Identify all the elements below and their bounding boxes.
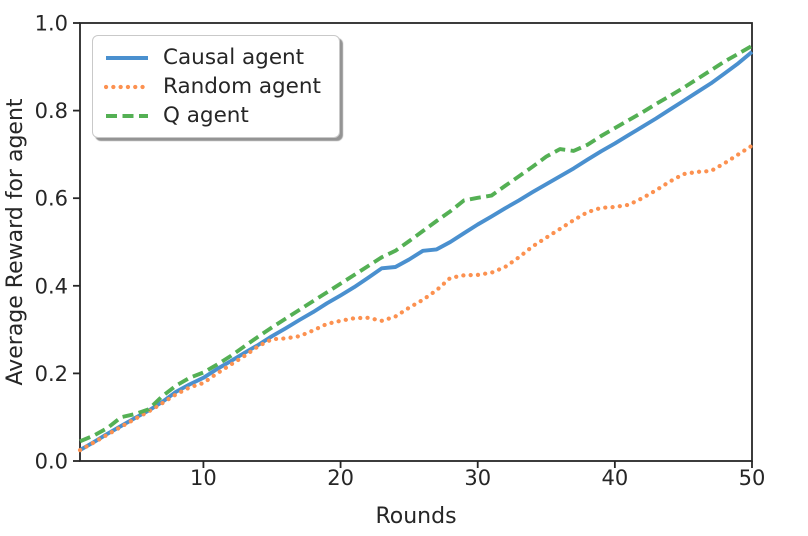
series-line-q-agent [79, 44, 753, 444]
x-tick-label: 40 [601, 466, 628, 490]
y-tick-label: 0.0 [35, 450, 68, 474]
x-tick-label: 10 [190, 466, 217, 490]
y-tick-label: 0.8 [35, 99, 68, 123]
legend-line-sample-solid-icon [106, 55, 148, 60]
legend-item-random-agent: Random agent [104, 72, 321, 101]
series-line-causal-agent [79, 50, 754, 452]
legend-label: Q agent [163, 102, 249, 128]
legend-label: Random agent [163, 73, 321, 99]
x-tick-label: 30 [464, 466, 491, 490]
y-tick-label: 0.4 [35, 274, 68, 298]
legend-line-sample-dotted-icon [104, 84, 150, 89]
series-line-random-agent [77, 143, 755, 453]
x-tick-label: 50 [739, 466, 766, 490]
legend-label: Causal agent [163, 44, 305, 70]
legend-line-sample-dashed-icon [106, 113, 148, 118]
legend-item-causal-agent: Causal agent [104, 43, 321, 72]
legend-item-q-agent: Q agent [104, 101, 321, 130]
y-tick-label: 0.2 [35, 362, 68, 386]
legend: Causal agent Random agent Q agent [92, 35, 340, 138]
x-axis-label: Rounds [375, 504, 456, 529]
x-tick-label: 20 [327, 466, 354, 490]
y-tick-label: 1.0 [35, 12, 68, 36]
axes-frame [79, 22, 753, 462]
y-axis-label: Average Reward for agent [3, 98, 28, 385]
y-tick-label: 0.6 [35, 187, 68, 211]
